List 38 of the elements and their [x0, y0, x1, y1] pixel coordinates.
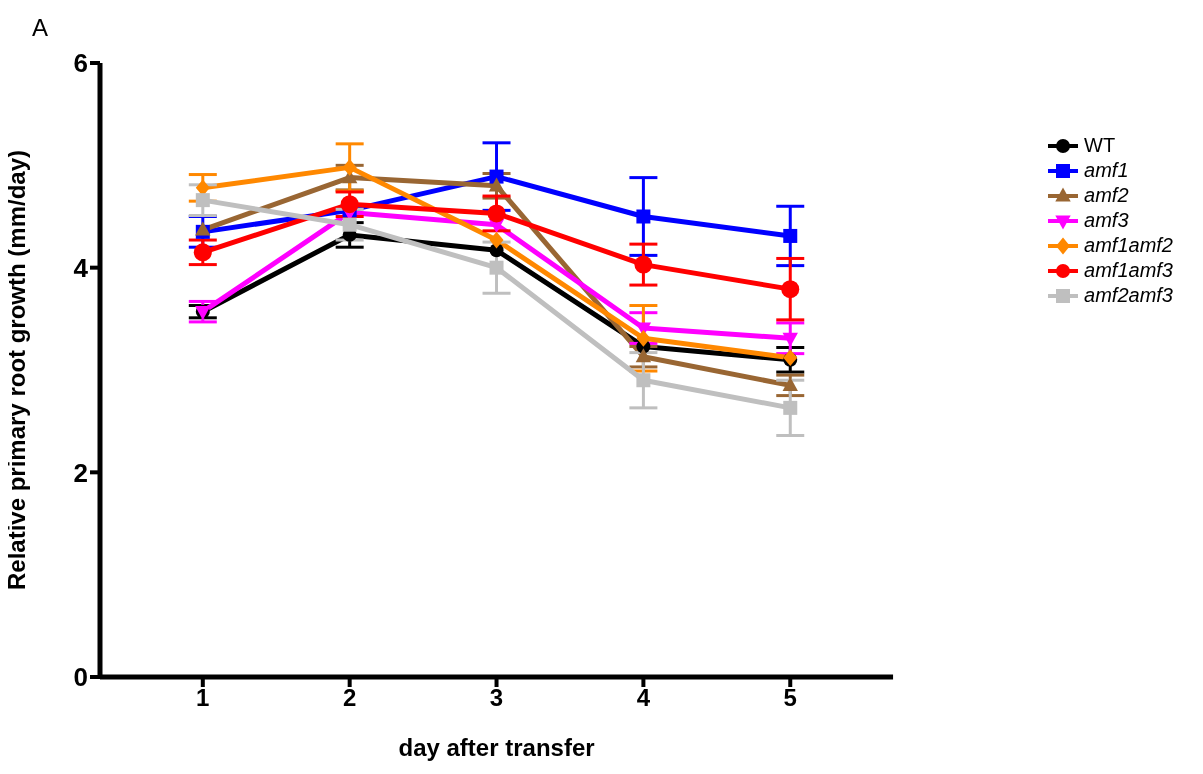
y-tick-label: 2 — [73, 457, 88, 488]
x-tick-label: 5 — [783, 684, 797, 712]
x-axis-title: day after transfer — [398, 734, 595, 761]
point — [487, 204, 506, 223]
legend-label: amf2amf3 — [1084, 284, 1173, 307]
point — [634, 255, 653, 274]
x-tick-label: 1 — [196, 684, 210, 712]
point — [783, 400, 798, 415]
point — [636, 209, 651, 224]
legend-label: amf1amf3 — [1084, 259, 1173, 282]
point — [636, 329, 651, 347]
y-tick-label: 6 — [73, 48, 88, 79]
y-axis-title: Relative primary root growth (mm/day) — [2, 149, 30, 591]
point — [489, 231, 504, 249]
legend-label: WT — [1084, 134, 1116, 157]
point — [342, 158, 357, 176]
point — [488, 177, 505, 192]
legend-label: amf2 — [1084, 184, 1129, 207]
point — [783, 228, 798, 243]
point — [636, 373, 651, 388]
y-tick-label: 0 — [73, 662, 88, 693]
point — [781, 280, 800, 299]
y-tick-label: 4 — [73, 252, 89, 283]
point — [635, 348, 652, 363]
point — [782, 332, 798, 347]
point — [489, 260, 504, 275]
point — [782, 376, 798, 391]
point — [342, 217, 357, 232]
x-tick-label: 4 — [636, 684, 651, 712]
legend-label: amf1amf2 — [1084, 234, 1173, 257]
legend-label: amf3 — [1084, 209, 1129, 232]
point — [195, 193, 210, 208]
x-tick-label: 3 — [489, 684, 504, 712]
x-tick-label: 2 — [342, 684, 357, 712]
legend-label: amf1 — [1084, 159, 1129, 182]
point — [193, 243, 212, 262]
point — [340, 195, 359, 214]
chart-title: A — [32, 14, 49, 42]
